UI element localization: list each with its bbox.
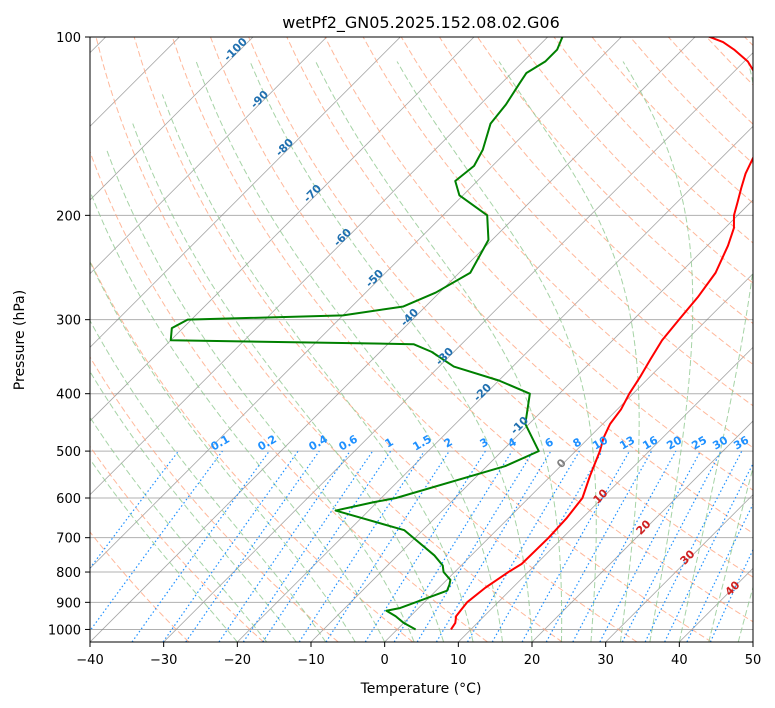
y-tick-label: 400 (56, 388, 81, 403)
y-tick-label: 1000 (48, 623, 81, 638)
moist-adiabat-line (132, 123, 445, 642)
moist-adiabat-line (161, 94, 474, 642)
x-axis-label: Temperature (°C) (360, 681, 482, 697)
dry-adiabat-line (90, 356, 339, 642)
x-axis-ticks: −40 −30 −20 −10 0 10 20 30 40 50 (76, 642, 761, 668)
moist-adiabat-line (708, 466, 753, 642)
isotherm-line (163, 52, 753, 642)
isotherm-line (310, 199, 753, 642)
dry-adiabat-line (171, 37, 712, 642)
isotherm-lines (90, 37, 753, 642)
moist-adiabat-line (90, 319, 327, 642)
moist-adiabat-line (90, 189, 386, 642)
mixing-ratio-line (90, 450, 223, 632)
x-tick-label: 50 (745, 653, 762, 668)
mixing-ratio-line (262, 450, 392, 642)
isotherm-line (90, 37, 328, 275)
dry-adiabat-line (439, 37, 753, 366)
dry-adiabat-line (90, 150, 488, 642)
isotherm-line (90, 37, 549, 496)
x-tick-label: 20 (524, 653, 541, 668)
y-tick-label: 700 (56, 532, 81, 547)
dry-adiabat-lines (90, 37, 753, 642)
mixing-ratio-line (393, 450, 513, 642)
mixing-ratio-line (218, 450, 351, 642)
dry-adiabat-line (90, 445, 264, 642)
isotherm-line (458, 346, 753, 642)
plot-frame (89, 36, 754, 643)
dewpoint-profile-line (169, 37, 564, 631)
mixing-ratio-line (162, 450, 299, 642)
isotherm-line (384, 273, 753, 642)
dry-adiabat-line (210, 37, 753, 623)
moist-adiabat-line (249, 61, 533, 642)
isotherm-line (237, 125, 753, 642)
moist-adiabat-line (498, 61, 640, 642)
dry-adiabat-line (400, 37, 753, 407)
mixing-ratio-line (545, 450, 653, 642)
y-tick-label: 200 (56, 209, 81, 224)
isotherm-line (90, 37, 401, 348)
mixing-ratio-line (242, 450, 374, 642)
x-tick-label: 10 (450, 653, 467, 668)
moist-adiabat-line (678, 61, 753, 642)
moist-adiabat-line (90, 458, 238, 642)
mixing-ratio-line (185, 450, 320, 642)
moist-adiabat-line (622, 61, 694, 642)
dry-adiabat-line (90, 259, 414, 642)
x-tick-label: −10 (297, 653, 324, 668)
moist-adiabat-line (90, 416, 268, 642)
y-tick-label: 800 (56, 566, 81, 581)
profile-series (169, 37, 753, 631)
mixing-ratio-line (416, 450, 534, 642)
dry-adiabat-line (95, 37, 563, 642)
x-tick-label: 0 (381, 653, 389, 668)
isotherm-line (90, 37, 254, 201)
mixing-ratio-line (298, 450, 425, 642)
chart-title: wetPf2_GN05.2025.152.08.02.G06 (282, 13, 560, 33)
x-tick-label: −40 (76, 653, 103, 668)
dry-adiabat-line (90, 531, 190, 642)
dry-adiabat-line (286, 37, 753, 534)
mixing-ratio-line (521, 450, 631, 642)
x-tick-label: −20 (224, 653, 251, 668)
isotherm-line (531, 420, 753, 642)
isotherm-line (90, 37, 622, 569)
y-axis-ticks: 100 200 300 400 500 600 700 800 900 1000 (48, 31, 90, 638)
y-axis-label: Pressure (hPa) (12, 290, 28, 390)
dry-adiabat-line (515, 37, 753, 284)
moist-adiabat-line (396, 61, 597, 642)
y-tick-label: 300 (56, 314, 81, 329)
mixing-ratio-line (325, 450, 450, 642)
isotherm-line (90, 37, 475, 422)
isotherm-line (90, 37, 180, 127)
isotherm-line (605, 494, 753, 642)
moist-adiabat-line (315, 61, 563, 642)
x-tick-label: 40 (671, 653, 688, 668)
mixing-ratio-line (572, 450, 677, 642)
x-tick-label: −30 (150, 653, 177, 668)
x-tick-label: 30 (597, 653, 614, 668)
dry-adiabat-line (248, 37, 753, 578)
mixing-ratio-lines (90, 450, 753, 642)
isotherm-line (90, 37, 696, 642)
moist-adiabat-line (106, 149, 415, 642)
temperature-profile-line (450, 37, 753, 631)
y-tick-label: 600 (56, 492, 81, 507)
y-tick-label: 500 (56, 445, 81, 460)
mixing-ratio-line (90, 450, 179, 570)
mixing-ratio-line (644, 450, 743, 642)
moist-adiabat-lines (90, 61, 753, 642)
y-tick-label: 900 (56, 596, 81, 611)
y-tick-label: 100 (56, 31, 81, 46)
mixing-ratio-line (664, 462, 753, 642)
mixing-ratio-line (131, 450, 270, 642)
